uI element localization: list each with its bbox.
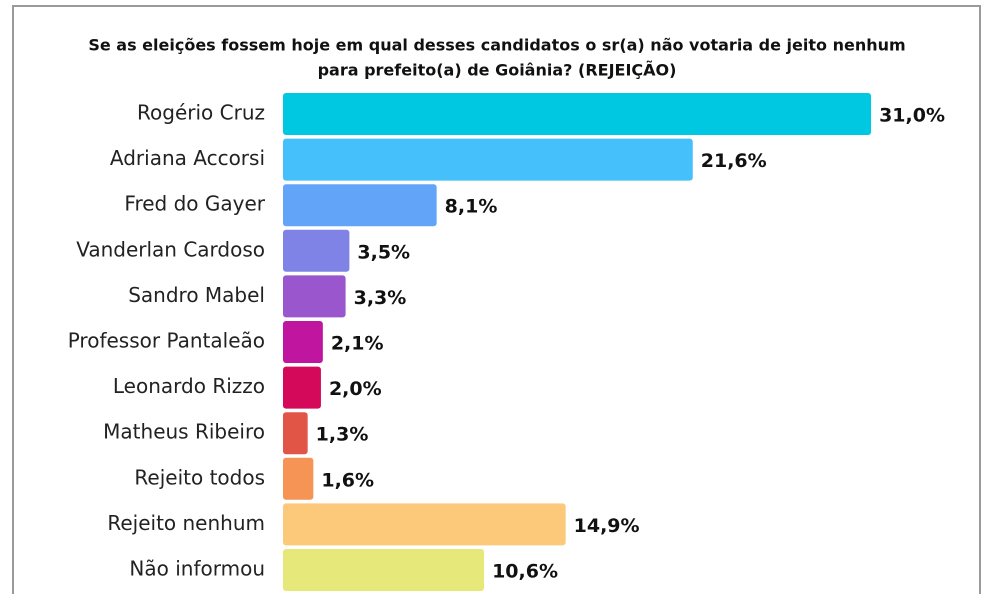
value-label: 1,3% xyxy=(316,424,369,446)
bar xyxy=(283,457,314,500)
category-label: Matheus Ribeiro xyxy=(103,420,265,444)
category-label: Rejeito todos xyxy=(134,465,265,489)
bar xyxy=(283,412,308,455)
category-label: Professor Pantaleão xyxy=(68,329,265,353)
bar xyxy=(283,366,321,409)
category-label: Rogério Cruz xyxy=(137,101,265,125)
chart-title: para prefeito(a) de Goiânia? (REJEIÇÃO) xyxy=(318,61,677,80)
value-label: 1,6% xyxy=(321,469,374,491)
bar xyxy=(283,229,350,272)
value-label: 3,3% xyxy=(354,287,407,309)
chart-title: Se as eleições fossem hoje em qual desse… xyxy=(88,36,905,55)
category-label: Vanderlan Cardoso xyxy=(76,237,265,261)
value-label: 14,9% xyxy=(574,515,640,537)
bar xyxy=(283,321,323,363)
value-label: 2,1% xyxy=(331,333,384,355)
category-label: Rejeito nenhum xyxy=(107,511,265,535)
category-label: Adriana Accorsi xyxy=(110,146,265,170)
bar xyxy=(283,93,872,135)
value-label: 2,0% xyxy=(329,378,382,400)
frame xyxy=(12,5,981,594)
bar xyxy=(283,138,693,181)
bar xyxy=(283,275,346,318)
category-label: Não informou xyxy=(129,557,265,581)
category-label: Sandro Mabel xyxy=(128,283,265,307)
value-label: 21,6% xyxy=(701,150,767,172)
value-label: 3,5% xyxy=(357,241,410,263)
value-label: 10,6% xyxy=(492,561,558,583)
category-label: Fred do Gayer xyxy=(124,192,265,216)
bar xyxy=(283,549,485,591)
bar xyxy=(283,503,566,546)
category-label: Leonardo Rizzo xyxy=(113,374,265,398)
value-label: 8,1% xyxy=(445,196,498,218)
value-label: 31,0% xyxy=(879,105,945,127)
bar xyxy=(283,184,437,227)
